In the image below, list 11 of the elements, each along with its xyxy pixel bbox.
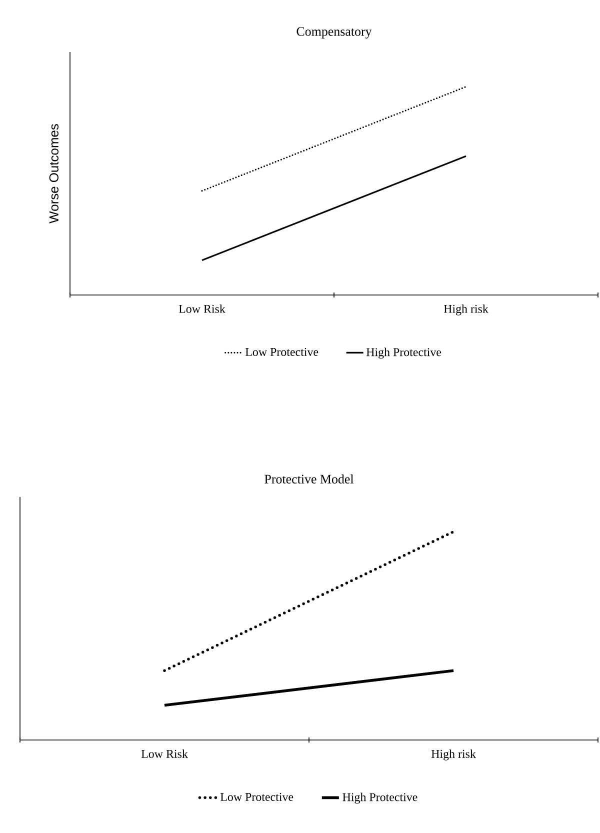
legend-label: High Protective: [342, 792, 418, 804]
legend-label: Low Protective: [245, 348, 318, 356]
legend-label: High Protective: [366, 348, 442, 359]
chart-title: Protective Model: [264, 474, 354, 484]
x-tick-label: Low Risk: [178, 304, 226, 313]
x-tick-label: Low Risk: [141, 750, 188, 758]
x-tick-label: High risk: [431, 750, 476, 760]
chart-title: Compensatory: [296, 27, 372, 38]
y-axis-title: Worse Outcomes: [49, 124, 58, 224]
legend-label: Low Protective: [220, 792, 294, 801]
x-tick-label: High risk: [444, 304, 488, 316]
